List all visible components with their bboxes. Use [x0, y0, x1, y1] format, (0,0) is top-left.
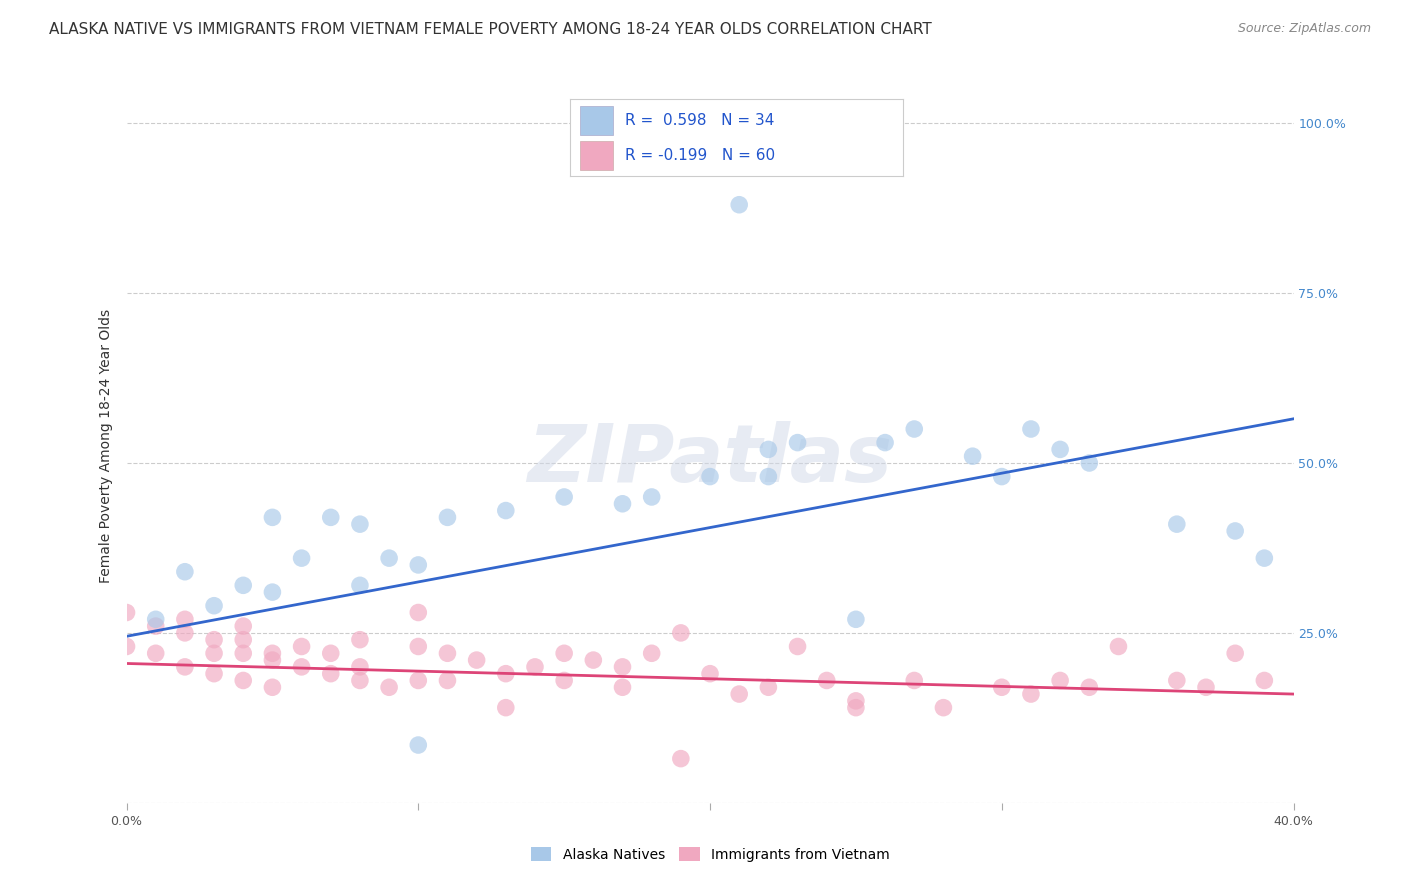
- Point: [669, 751, 692, 765]
- Point: [990, 680, 1012, 694]
- Point: [612, 497, 634, 511]
- Point: [408, 673, 430, 688]
- Point: [349, 673, 371, 688]
- Point: [756, 680, 779, 694]
- Point: [815, 673, 838, 688]
- Point: [1078, 456, 1101, 470]
- Point: [202, 666, 225, 681]
- Point: [553, 673, 575, 688]
- Point: [612, 680, 634, 694]
- Point: [262, 653, 284, 667]
- Point: [1078, 680, 1101, 694]
- Point: [202, 599, 225, 613]
- Point: [436, 673, 458, 688]
- Point: [174, 660, 197, 674]
- Point: [1223, 524, 1246, 538]
- Point: [1166, 517, 1188, 532]
- Point: [436, 646, 458, 660]
- Point: [640, 490, 664, 504]
- Point: [349, 517, 371, 532]
- Point: [728, 687, 751, 701]
- Point: [1019, 422, 1042, 436]
- Point: [290, 660, 312, 674]
- Point: [640, 646, 664, 660]
- Point: [699, 666, 721, 681]
- Point: [378, 551, 401, 566]
- Point: [115, 640, 138, 654]
- Point: [786, 435, 808, 450]
- Point: [1166, 673, 1188, 688]
- Point: [1019, 687, 1042, 701]
- Point: [262, 646, 284, 660]
- Point: [699, 469, 721, 483]
- Point: [756, 442, 779, 457]
- Point: [202, 646, 225, 660]
- Point: [495, 666, 517, 681]
- Point: [1223, 646, 1246, 660]
- Point: [962, 449, 984, 463]
- Point: [290, 640, 312, 654]
- Point: [349, 660, 371, 674]
- Point: [903, 673, 925, 688]
- Point: [232, 646, 254, 660]
- Point: [495, 700, 517, 714]
- Point: [669, 626, 692, 640]
- Point: [319, 666, 342, 681]
- Point: [174, 612, 197, 626]
- Point: [1108, 640, 1130, 654]
- Point: [319, 510, 342, 524]
- Point: [174, 626, 197, 640]
- Point: [202, 632, 225, 647]
- Point: [232, 632, 254, 647]
- Point: [495, 503, 517, 517]
- Point: [262, 510, 284, 524]
- Point: [1049, 442, 1071, 457]
- Point: [145, 612, 167, 626]
- Point: [436, 510, 458, 524]
- Point: [1049, 673, 1071, 688]
- Point: [408, 558, 430, 572]
- Point: [349, 578, 371, 592]
- Point: [349, 632, 371, 647]
- Point: [408, 606, 430, 620]
- Point: [408, 640, 430, 654]
- Point: [582, 653, 605, 667]
- Point: [875, 435, 897, 450]
- Point: [756, 469, 779, 483]
- Y-axis label: Female Poverty Among 18-24 Year Olds: Female Poverty Among 18-24 Year Olds: [100, 309, 114, 583]
- Point: [553, 490, 575, 504]
- Text: Source: ZipAtlas.com: Source: ZipAtlas.com: [1237, 22, 1371, 36]
- Legend: Alaska Natives, Immigrants from Vietnam: Alaska Natives, Immigrants from Vietnam: [524, 841, 896, 867]
- Point: [786, 640, 808, 654]
- Point: [174, 565, 197, 579]
- Point: [990, 469, 1012, 483]
- Point: [319, 646, 342, 660]
- Point: [465, 653, 488, 667]
- Point: [145, 646, 167, 660]
- Point: [903, 422, 925, 436]
- Point: [932, 700, 955, 714]
- Text: ALASKA NATIVE VS IMMIGRANTS FROM VIETNAM FEMALE POVERTY AMONG 18-24 YEAR OLDS CO: ALASKA NATIVE VS IMMIGRANTS FROM VIETNAM…: [49, 22, 932, 37]
- Point: [524, 660, 547, 674]
- Point: [553, 646, 575, 660]
- Point: [232, 578, 254, 592]
- Point: [290, 551, 312, 566]
- Point: [262, 585, 284, 599]
- Point: [845, 694, 868, 708]
- Point: [262, 680, 284, 694]
- Point: [232, 673, 254, 688]
- Point: [378, 680, 401, 694]
- Point: [1253, 551, 1275, 566]
- Point: [612, 660, 634, 674]
- Point: [1195, 680, 1218, 694]
- Point: [845, 700, 868, 714]
- Point: [232, 619, 254, 633]
- Point: [145, 619, 167, 633]
- Point: [115, 606, 138, 620]
- Point: [1253, 673, 1275, 688]
- Point: [408, 738, 430, 752]
- Point: [845, 612, 868, 626]
- Text: ZIPatlas: ZIPatlas: [527, 421, 893, 500]
- Point: [728, 198, 751, 212]
